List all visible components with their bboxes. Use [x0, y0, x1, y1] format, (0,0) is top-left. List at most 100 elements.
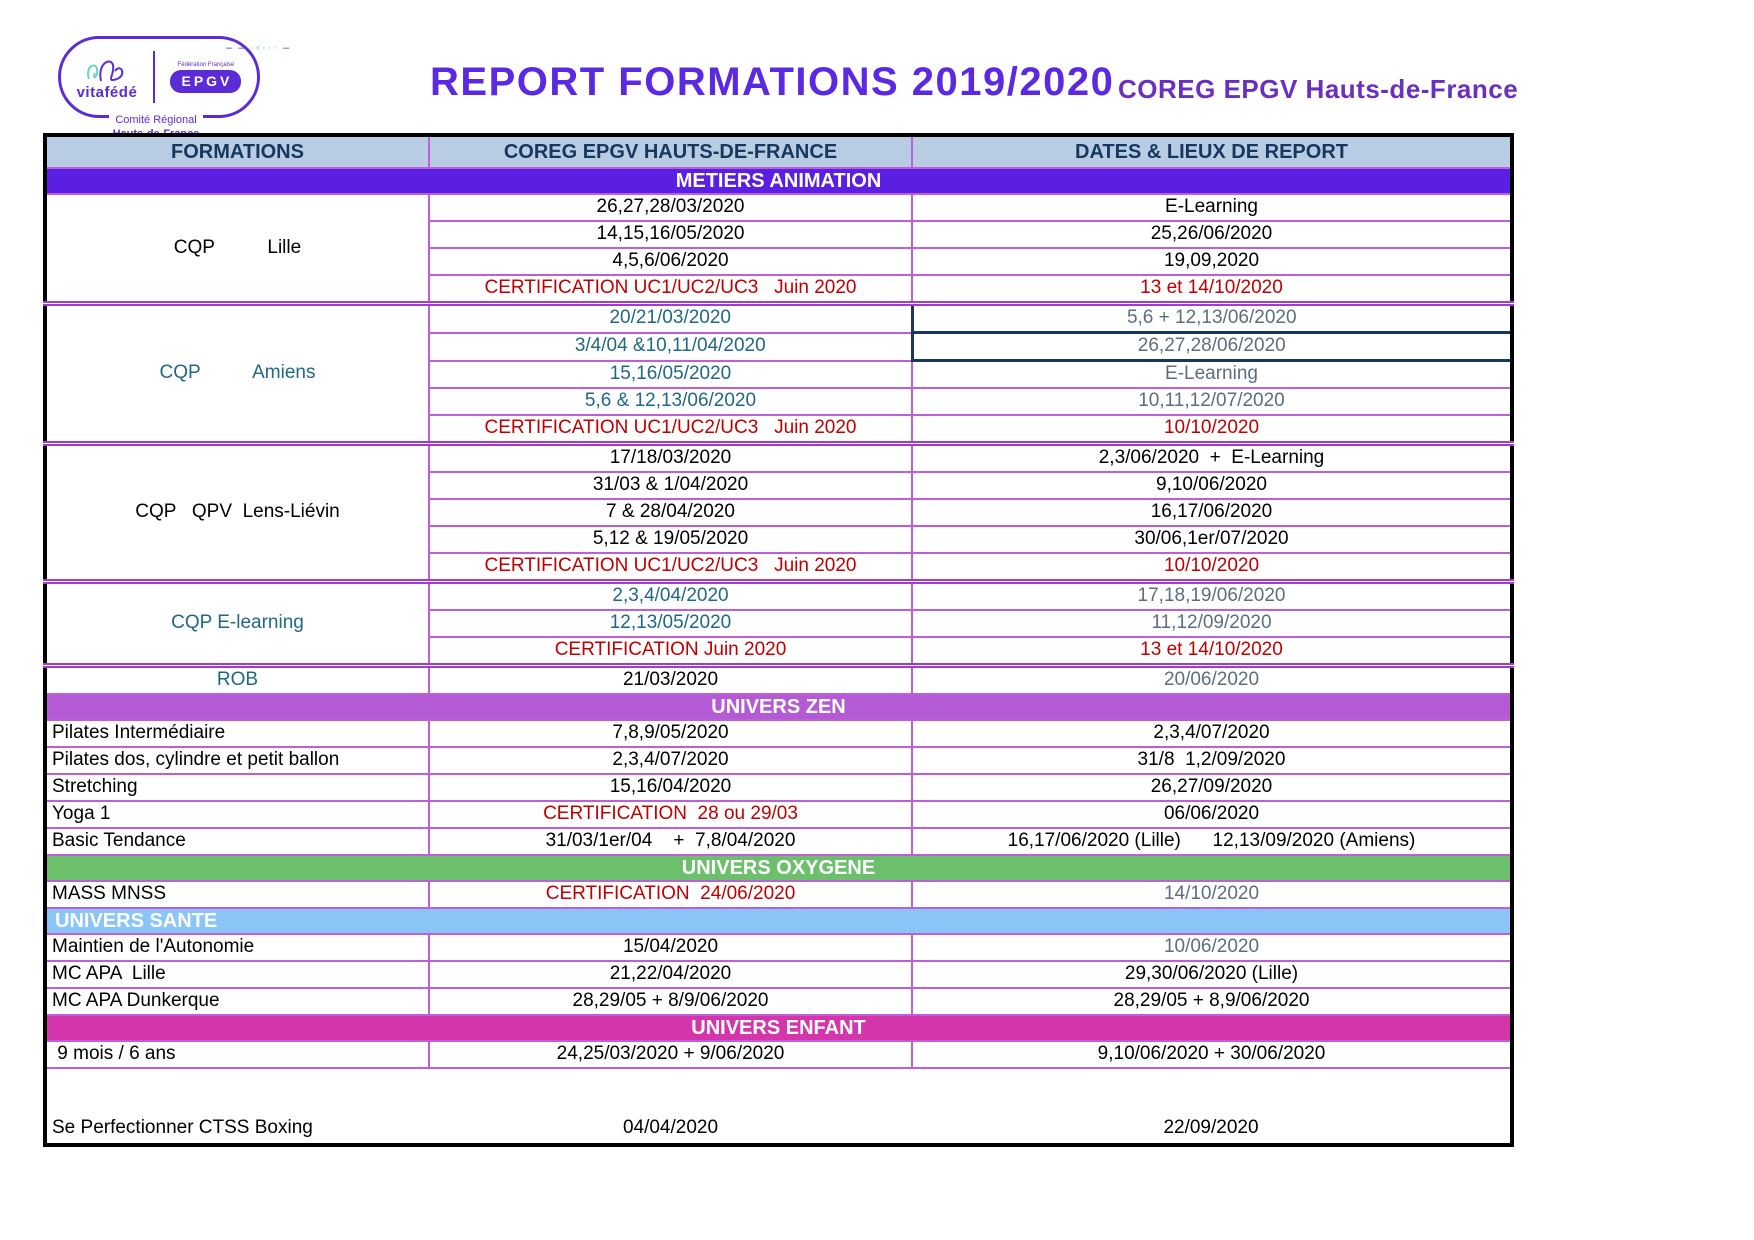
cell-coreg-date: 15/04/2020: [428, 933, 913, 962]
table-row: 14,15,16/05/2020 25,26/06/2020: [45, 220, 1513, 249]
federation-label: Fédération Française: [177, 61, 235, 68]
cell-formation-name: Maintien de l'Autonomie: [44, 933, 430, 962]
table-row: 4,5,6/06/2020 19,09,2020: [45, 247, 1513, 276]
cell-report-date: 10/10/2020: [911, 414, 1513, 445]
table-row: 7 & 28/04/2020 16,17/06/2020: [45, 498, 1513, 527]
cell-report-date: 29,30/06/2020 (Lille): [911, 960, 1513, 989]
cell-report-date: 26,27,28/06/2020: [910, 331, 1514, 362]
cell-report-date: 25,26/06/2020: [911, 220, 1513, 249]
table-row: Basic Tendance 31/03/1er/04 + 7,8/04/202…: [44, 827, 1513, 856]
table-row: MASS MNSS CERTIFICATION 24/06/2020 14/10…: [44, 880, 1513, 909]
table-row: CQP QPV Lens-Liévin 17/18/03/2020 2,3/06…: [44, 441, 1513, 583]
cell-coreg-date: 2,3,4/04/2020: [428, 579, 913, 611]
logo-dashes-icon: – – ·‹··· –: [226, 42, 292, 54]
cell-certification: CERTIFICATION UC1/UC2/UC3 Juin 2020: [428, 414, 913, 445]
cell-report-date: E-Learning: [911, 193, 1513, 222]
table-row: Stretching 15,16/04/2020 26,27/09/2020: [44, 773, 1513, 802]
cell-formation-cqp-lille: CQP Lille: [44, 193, 430, 305]
report-table: FORMATIONS COREG EPGV HAUTS-DE-FRANCE DA…: [43, 133, 1514, 1147]
cell-report-date: 31/8 1,2/09/2020: [911, 746, 1513, 775]
table-row: ROB 21/03/2020 20/06/2020: [44, 663, 1513, 695]
cell-formation-name: Pilates Intermédiaire: [44, 719, 430, 748]
cell-coreg-date: 04/04/2020: [622, 1116, 719, 1138]
cell-report-date: 10/06/2020: [911, 933, 1513, 962]
cell-coreg-date: 31/03 & 1/04/2020: [428, 471, 913, 500]
cell-report-date: 22/09/2020: [1163, 1116, 1259, 1138]
table-row: 5,6 & 12,13/06/2020 10,11,12/07/2020: [45, 387, 1513, 416]
cell-report-date: 2,3,4/07/2020: [911, 719, 1513, 748]
cell-formation-name: MC APA Lille: [44, 960, 430, 989]
cell-report-date: 2,3/06/2020 + E-Learning: [911, 441, 1513, 473]
table-row: Se Perfectionner CTSS Boxing 04/04/2020 …: [45, 1113, 1512, 1145]
cell-report-date: 16,17/06/2020: [911, 498, 1513, 527]
section-label: METIERS ANIMATION: [44, 167, 1513, 195]
cell-coreg-date: 3/4/04 &10,11/04/2020: [428, 331, 913, 362]
table-row: Yoga 1 CERTIFICATION 28 ou 29/03 06/06/2…: [44, 800, 1513, 829]
cell-report-date: 9,10/06/2020 + 30/06/2020: [911, 1040, 1513, 1069]
cell-report-date: E-Learning: [911, 359, 1513, 389]
logo-divider: [152, 51, 155, 103]
cell-report-date: 20/06/2020: [911, 663, 1513, 695]
cell-coreg-date: 20/21/03/2020: [428, 301, 913, 334]
cell-report-date: 13 et 14/10/2020: [911, 636, 1513, 667]
cell-coreg-date: 17/18/03/2020: [428, 441, 913, 473]
cell-formation-cqp-elearning: CQP E-learning: [44, 579, 430, 667]
cell-report-date: 13 et 14/10/2020: [911, 274, 1513, 305]
table-header-row: FORMATIONS COREG EPGV HAUTS-DE-FRANCE DA…: [44, 134, 1513, 169]
cell-coreg-date: 7,8,9/05/2020: [428, 719, 913, 748]
logo-frame: vitafédé Fédération Française EPGV: [58, 36, 260, 118]
cell-certification: CERTIFICATION Juin 2020: [428, 636, 913, 667]
section-label: UNIVERS OXYGENE: [44, 854, 1513, 882]
cell-report-date: 16,17/06/2020 (Lille) 12,13/09/2020 (Ami…: [911, 827, 1513, 856]
cell-report-date: 11,12/09/2020: [911, 609, 1513, 638]
cell-certification: CERTIFICATION UC1/UC2/UC3 Juin 2020: [428, 274, 913, 305]
cell-coreg-date: 24,25/03/2020 + 9/06/2020: [428, 1040, 913, 1069]
comite-regional-label: Comité Régional: [109, 114, 203, 126]
cell-report-date: 19,09,2020: [911, 247, 1513, 276]
table-row: 31/03 & 1/04/2020 9,10/06/2020: [45, 471, 1513, 500]
cell-formation-name: Pilates dos, cylindre et petit ballon: [44, 746, 430, 775]
cell-report-date: 14/10/2020: [911, 880, 1513, 909]
cell-coreg-date: 21,22/04/2020: [428, 960, 913, 989]
coreg-logo: – – ·‹··· – vitafédé Fédération Français…: [58, 36, 292, 140]
cell-formation-name: 9 mois / 6 ans: [44, 1040, 430, 1069]
page-title: REPORT FORMATIONS 2019/2020: [430, 60, 1115, 104]
section-label: UNIVERS ZEN: [44, 693, 1513, 721]
table-row: Maintien de l'Autonomie 15/04/2020 10/06…: [44, 933, 1513, 962]
spacer-row: [45, 1068, 1512, 1113]
cell-certification: CERTIFICATION 24/06/2020: [428, 880, 913, 909]
cell-report-date: 26,27/09/2020: [911, 773, 1513, 802]
cell-report-date: 30/06,1er/07/2020: [911, 525, 1513, 554]
section-label: UNIVERS ENFANT: [44, 1014, 1513, 1042]
section-band-metiers-animation: METIERS ANIMATION: [44, 167, 1513, 195]
vitafede-squiggle-icon: [87, 60, 124, 81]
cell-coreg-date: 4,5,6/06/2020: [428, 247, 913, 276]
cell-coreg-date: 15,16/04/2020: [428, 773, 913, 802]
table-row: Pilates Intermédiaire 7,8,9/05/2020 2,3,…: [44, 719, 1513, 748]
cell-report-date: 10/10/2020: [911, 552, 1513, 583]
cell-coreg-date: 12,13/05/2020: [428, 609, 913, 638]
table-row: 3/4/04 &10,11/04/2020 26,27,28/06/2020: [45, 331, 1514, 362]
cell-certification: CERTIFICATION UC1/UC2/UC3 Juin 2020: [428, 552, 913, 583]
col-header-formations: FORMATIONS: [44, 134, 430, 169]
table-row: 12,13/05/2020 11,12/09/2020: [45, 609, 1513, 638]
cell-report-date: 9,10/06/2020: [911, 471, 1513, 500]
cell-formation-name: Se Perfectionner CTSS Boxing: [52, 1116, 313, 1138]
table-row: CQP Amiens 20/21/03/2020 5,6 + 12,13/06/…: [44, 301, 1514, 445]
cell-coreg-date: 26,27,28/03/2020: [428, 193, 913, 222]
cell-formation-name: Yoga 1: [44, 800, 430, 829]
table-row: CQP E-learning 2,3,4/04/2020 17,18,19/06…: [44, 579, 1513, 667]
cell-report-date: 5,6 + 12,13/06/2020: [910, 301, 1514, 334]
cell-formation-name: MASS MNSS: [44, 880, 430, 909]
cell-coreg-date: 5,12 & 19/05/2020: [428, 525, 913, 554]
cell-report-date: 10,11,12/07/2020: [911, 387, 1513, 416]
cell-coreg-date: 2,3,4/07/2020: [428, 746, 913, 775]
section-band-univers-sante: UNIVERS SANTE: [44, 907, 1513, 935]
section-band-univers-zen: UNIVERS ZEN: [44, 693, 1513, 721]
cell-coreg-date: 31/03/1er/04 + 7,8/04/2020: [428, 827, 913, 856]
cell-formation-cqp-amiens: CQP Amiens: [44, 301, 430, 445]
cell-report-date: 28,29/05 + 8,9/06/2020: [911, 987, 1513, 1016]
cell-coreg-date: 15,16/05/2020: [428, 359, 913, 389]
table-row: MC APA Dunkerque 28,29/05 + 8/9/06/2020 …: [44, 987, 1513, 1016]
section-label: UNIVERS SANTE: [44, 907, 1513, 935]
